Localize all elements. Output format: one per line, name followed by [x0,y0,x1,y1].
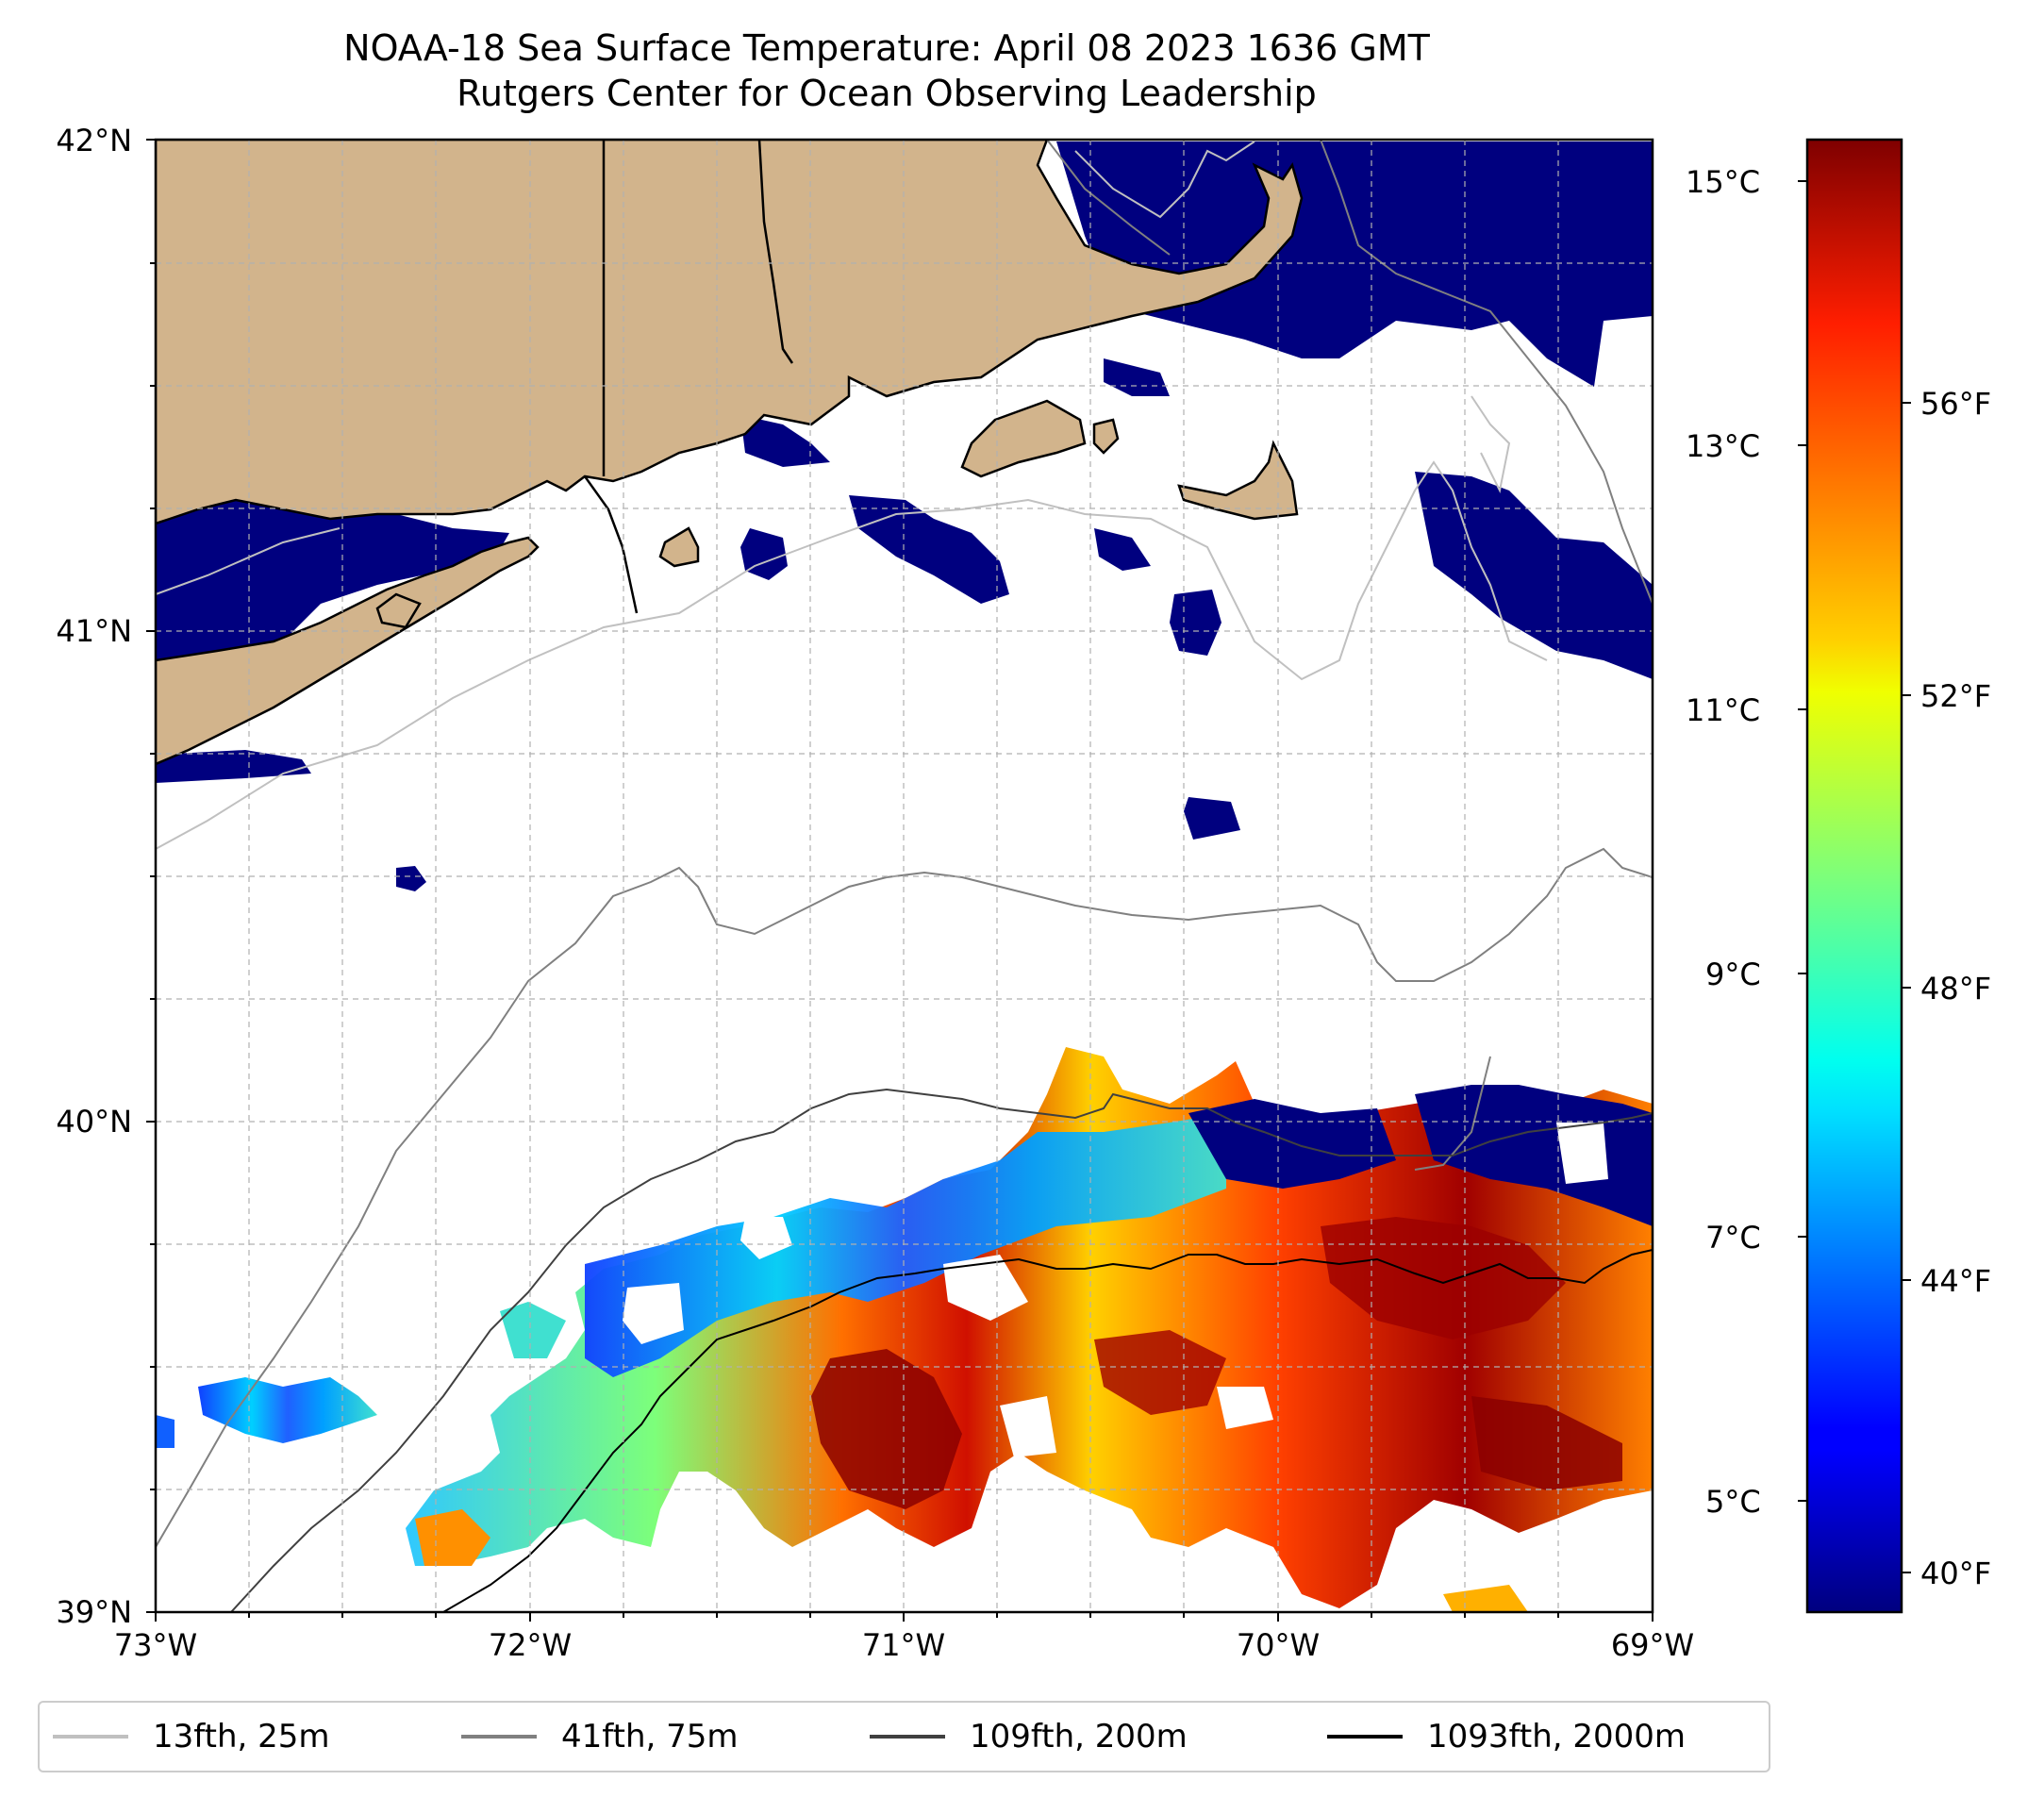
isobath-legend: 13fth, 25m 41fth, 75m 109fth, 200m 1093f… [38,1701,1770,1772]
lon-label-73: 73°W [113,1627,198,1663]
colorbar-c-label-5: 5°C [1705,1484,1761,1520]
lon-label-71: 71°W [861,1627,946,1663]
colorbar-c-label-11: 11°C [1686,692,1761,728]
colorbar-ticks [1798,180,1911,1573]
legend-item-75m: 41fth, 75m [461,1703,739,1771]
legend-label-200m: 109fth, 200m [970,1718,1188,1755]
isobath-2000m [442,1249,1653,1612]
legend-label-2000m: 1093fth, 2000m [1427,1718,1687,1755]
map-title: NOAA-18 Sea Surface Temperature: April 0… [343,27,1430,69]
lon-label-72: 72°W [488,1627,573,1663]
colorbar-f-label-40: 40°F [1920,1556,1992,1591]
colorbar-c-label-9: 9°C [1705,957,1761,992]
colorbar-f-label-48: 48°F [1920,971,1992,1007]
colorbar-c-label-7: 7°C [1705,1220,1761,1256]
land [156,140,1304,766]
isobath-200m [230,1088,1653,1612]
lat-label-42: 42°N [56,123,132,158]
legend-swatch-75m [461,1735,537,1739]
sst-cold-patches [156,141,1653,891]
map-subtitle: Rutgers Center for Ocean Observing Leade… [457,73,1317,114]
legend-item-25m: 13fth, 25m [53,1703,330,1771]
legend-item-2000m: 1093fth, 2000m [1327,1703,1686,1771]
colorbar-c-label-13: 13°C [1686,428,1761,464]
colorbar-f-label-44: 44°F [1920,1263,1992,1299]
map-content [156,140,1653,1612]
lat-label-40: 40°N [56,1104,132,1140]
lon-label-70: 70°W [1236,1627,1321,1663]
lat-label-41: 41°N [56,613,132,649]
colorbar-f-label-52: 52°F [1920,678,1992,714]
state-borders [583,140,794,614]
legend-swatch-25m [53,1735,128,1739]
lon-label-69: 69°W [1610,1627,1695,1663]
legend-swatch-200m [870,1735,945,1739]
colorbar [1805,138,1903,1614]
legend-swatch-2000m [1327,1735,1403,1739]
legend-item-200m: 109fth, 200m [870,1703,1188,1771]
colorbar-c-label-15: 15°C [1686,164,1761,200]
lat-label-39: 39°N [56,1594,132,1630]
map-gridlines [156,140,1653,1612]
colorbar-f-label-56: 56°F [1920,386,1992,422]
isobath-25m [156,141,1548,850]
map-ticks [146,139,1653,1622]
isobath-75m [156,140,1653,1548]
legend-label-25m: 13fth, 25m [153,1718,330,1755]
legend-label-75m: 41fth, 75m [561,1718,739,1755]
